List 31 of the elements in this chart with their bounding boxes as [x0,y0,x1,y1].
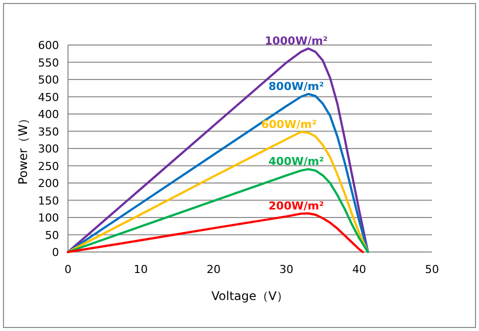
y-tick-label: 150 [38,194,59,208]
y-tick-label: 0 [52,246,59,259]
line-series [66,47,370,254]
line-series [66,92,370,254]
line-series [66,168,370,254]
x-axis-title: Voltage（V） [211,289,289,303]
y-tick-label: 350 [38,125,59,138]
y-axis-title: Power（W） [16,112,30,185]
y-tick-label: 100 [38,212,59,224]
x-tick-label: 20 [206,263,221,276]
x-tick-label: 30 [279,263,294,276]
series-label: 800W/m² [268,80,324,93]
line-series [66,130,370,254]
y-tick-label: 450 [38,90,59,104]
y-tick-label: 250 [38,160,59,173]
series-label: 600W/m² [261,118,317,131]
series-label: 400W/m² [268,155,324,168]
y-tick-label: 550 [38,56,59,70]
y-tick-label: 50 [45,228,59,242]
y-tick-label: 500 [38,74,59,86]
series-label: 1000W/m² [264,34,328,48]
x-tick-label: 0 [64,263,72,276]
series-label: 200W/m² [268,199,324,212]
y-tick-label: 600 [38,39,59,52]
x-tick-label: 40 [352,263,366,276]
y-tick-label: 400 [38,108,59,121]
y-tick-label: 300 [38,142,59,156]
x-tick-label: 10 [134,263,148,276]
y-tick-label: 200 [38,177,59,190]
line-series [66,212,364,254]
x-tick-label: 50 [425,263,439,276]
